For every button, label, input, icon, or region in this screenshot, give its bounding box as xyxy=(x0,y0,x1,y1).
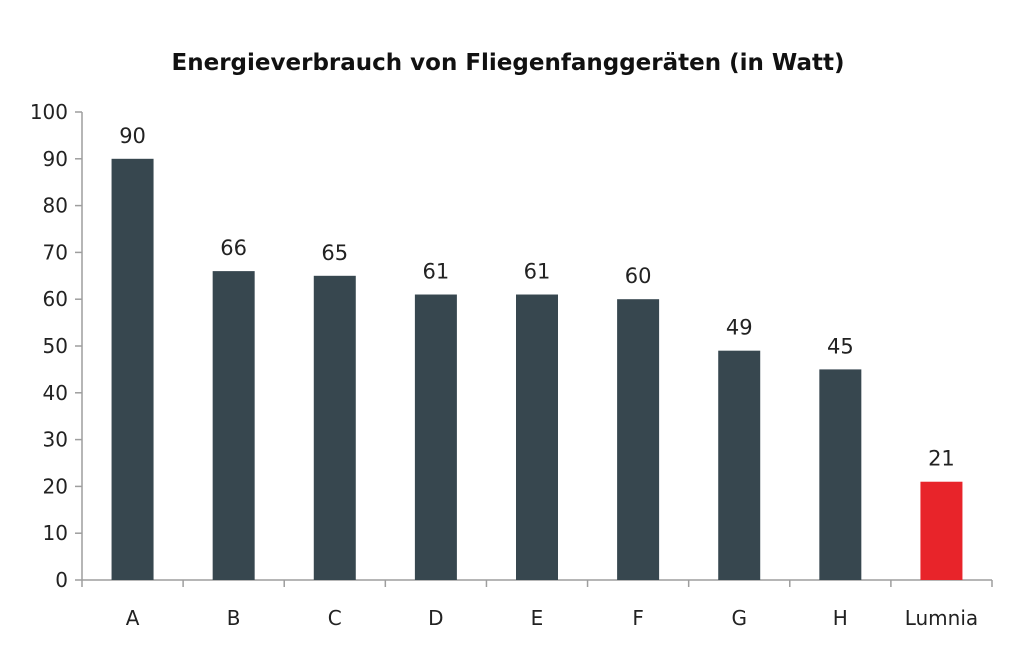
y-tick-label: 0 xyxy=(55,568,68,592)
bar-lumnia xyxy=(920,481,963,580)
bar-g xyxy=(718,350,761,580)
data-label: 65 xyxy=(321,241,348,265)
y-tick-label: 60 xyxy=(43,287,68,311)
category-label: B xyxy=(227,606,241,630)
category-label: Lumnia xyxy=(905,606,978,630)
category-labels: A B C D E F G H Lumnia xyxy=(126,606,978,630)
category-label: G xyxy=(731,606,747,630)
data-label: 61 xyxy=(423,260,450,284)
category-label: A xyxy=(126,606,140,630)
y-tick-label: 10 xyxy=(43,521,68,545)
data-label: 21 xyxy=(928,447,955,471)
category-label: H xyxy=(833,606,848,630)
bar-f xyxy=(617,299,660,580)
bar-a xyxy=(111,158,154,581)
bar-c xyxy=(313,275,356,580)
data-label: 49 xyxy=(726,316,753,340)
category-label: F xyxy=(632,606,644,630)
category-label: C xyxy=(328,606,342,630)
y-tick-label: 90 xyxy=(43,147,68,171)
y-tick-label: 70 xyxy=(43,240,68,264)
y-tick-label: 40 xyxy=(43,381,68,405)
bar-b xyxy=(212,271,255,580)
y-tick-label: 50 xyxy=(43,334,68,358)
category-label: E xyxy=(531,606,544,630)
data-label: 60 xyxy=(625,264,652,288)
bar-e xyxy=(516,294,558,580)
bar-h xyxy=(819,369,862,580)
data-label: 61 xyxy=(524,260,551,284)
bars xyxy=(111,158,963,581)
y-tick-label: 30 xyxy=(43,428,68,452)
bar-d xyxy=(414,294,457,580)
y-tick-label: 80 xyxy=(43,194,68,218)
data-label: 66 xyxy=(220,236,247,260)
chart-title: Energieverbrauch von Fliegenfanggeräten … xyxy=(171,50,845,76)
x-axis xyxy=(81,579,993,587)
data-labels: 90 66 65 61 61 60 49 45 21 xyxy=(119,124,955,471)
y-tick-label: 20 xyxy=(43,474,68,498)
category-label: D xyxy=(428,606,443,630)
data-label: 45 xyxy=(827,334,854,358)
y-axis: 0 10 20 30 40 50 60 70 80 90 100 xyxy=(30,100,83,592)
data-label: 90 xyxy=(119,124,146,148)
y-tick-label: 100 xyxy=(30,100,68,124)
